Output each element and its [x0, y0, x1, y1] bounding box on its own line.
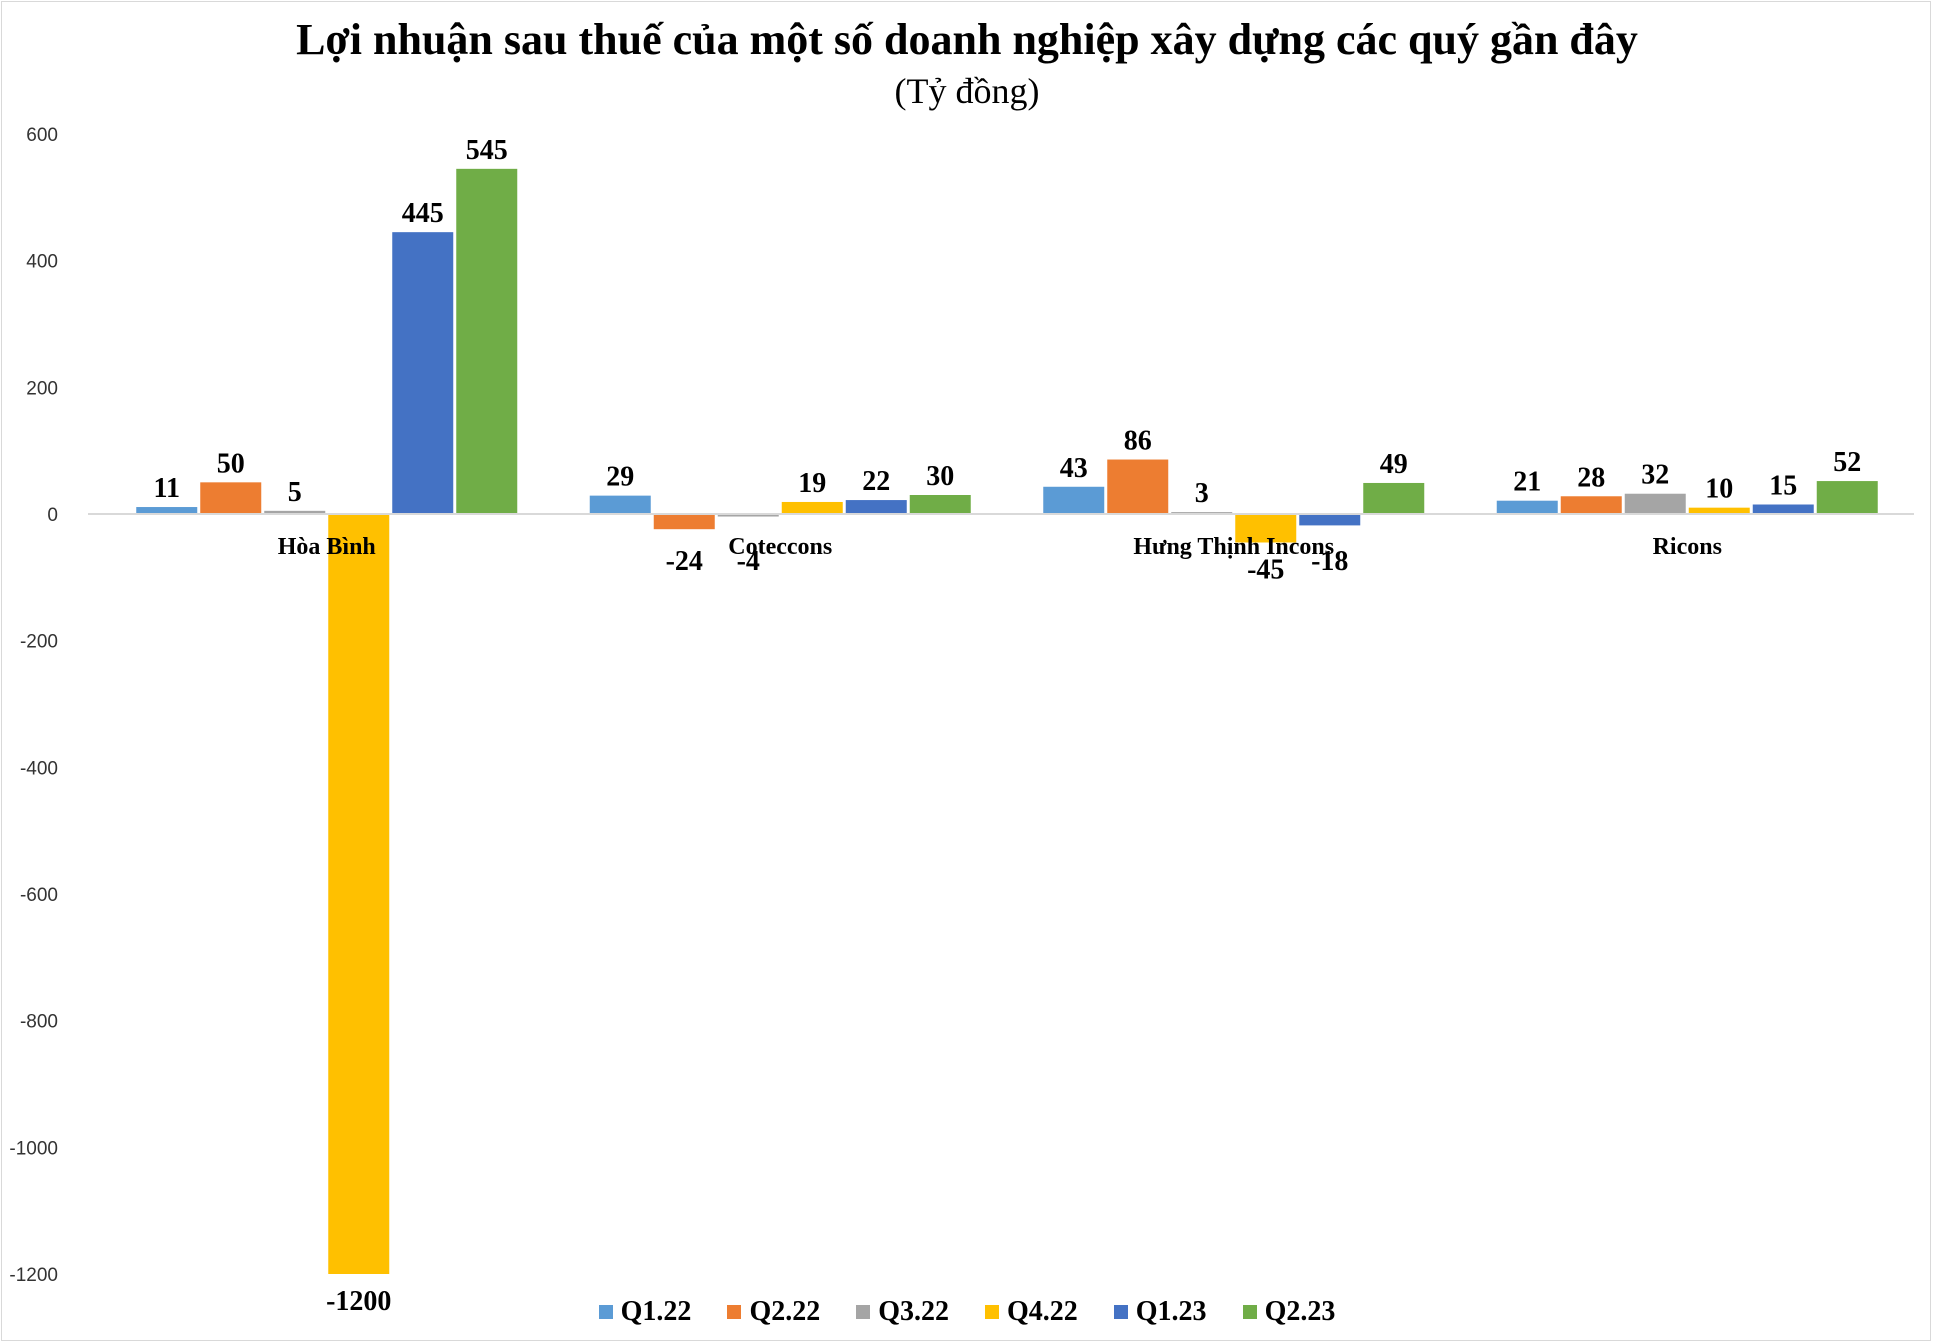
legend-swatch [727, 1305, 742, 1319]
data-label: 50 [217, 448, 245, 479]
legend-label: Q1.22 [620, 1296, 692, 1327]
bar [200, 482, 262, 514]
legend-swatch [1113, 1305, 1128, 1319]
legend-label: Q2.23 [1264, 1296, 1336, 1327]
data-label: 86 [1124, 426, 1152, 457]
bar [653, 514, 715, 530]
bar [1299, 514, 1361, 526]
bar [1496, 500, 1558, 514]
bar [456, 168, 518, 515]
data-label: -45 [1247, 555, 1284, 586]
legend-item: Q4.22 [985, 1296, 1078, 1328]
bar [845, 500, 907, 514]
bar [328, 514, 390, 1274]
data-label: 29 [606, 462, 634, 493]
bar [1235, 514, 1297, 543]
bar [136, 507, 198, 514]
bar [1107, 459, 1169, 514]
category-label: Coteccons [728, 534, 832, 560]
data-label: 28 [1577, 462, 1605, 493]
chart-subtitle: (Tỷ đồng) [894, 71, 1040, 111]
y-tick-label: -1000 [9, 1138, 58, 1159]
bar [1624, 493, 1686, 514]
data-label: 21 [1513, 467, 1541, 498]
legend-label: Q4.22 [1007, 1296, 1078, 1327]
legend-item: Q2.23 [1242, 1296, 1336, 1328]
legend-item: Q2.22 [727, 1296, 820, 1328]
y-tick-label: -800 [20, 1012, 58, 1033]
legend-item: Q1.23 [1113, 1296, 1207, 1328]
data-label: -1200 [326, 1286, 391, 1317]
bar [589, 495, 651, 514]
data-label: -24 [666, 546, 703, 577]
data-label: 49 [1380, 449, 1408, 480]
y-tick-label: -200 [20, 632, 58, 653]
data-label: 445 [402, 198, 444, 229]
data-label: 30 [926, 461, 954, 492]
bar [781, 501, 843, 514]
legend-item: Q1.22 [598, 1296, 692, 1328]
data-label: 52 [1833, 447, 1861, 478]
bar [1363, 482, 1425, 514]
data-label: -4 [737, 546, 760, 577]
chart-title: Lợi nhuận sau thuế của một số doanh nghi… [296, 15, 1638, 64]
data-label: 43 [1060, 453, 1088, 484]
legend-swatch [985, 1305, 999, 1319]
y-tick-label: -400 [20, 758, 58, 779]
chart-legend: Q1.22 Q2.22 Q3.22 Q4.22 Q1.23 Q2.23 [0, 1296, 1934, 1328]
legend-item: Q3.22 [856, 1296, 949, 1328]
category-label: Ricons [1653, 534, 1722, 560]
y-tick-label: 600 [26, 125, 58, 146]
category-label: Hưng Thịnh Incons [1133, 534, 1334, 560]
data-label: -18 [1311, 546, 1348, 577]
legend-swatch [598, 1305, 613, 1319]
bar [1688, 507, 1750, 514]
y-tick-label: -600 [20, 885, 58, 906]
legend-label: Q1.23 [1135, 1296, 1207, 1327]
data-label: 3 [1195, 478, 1209, 509]
bar [1043, 486, 1105, 514]
legend-swatch [1242, 1305, 1257, 1319]
data-label: 10 [1705, 474, 1733, 505]
bar [1816, 481, 1878, 514]
bar [264, 510, 326, 514]
category-label: Hòa Bình [278, 534, 376, 560]
bar [1560, 496, 1622, 514]
data-label: 545 [466, 135, 508, 166]
data-label: 5 [288, 477, 302, 508]
data-label: 32 [1641, 460, 1669, 491]
data-label: 11 [154, 473, 180, 504]
legend-swatch [856, 1305, 871, 1319]
bar [909, 495, 971, 514]
data-label: 19 [798, 468, 826, 499]
y-tick-label: 400 [26, 252, 58, 273]
bar [1752, 504, 1814, 514]
legend-label: Q3.22 [878, 1296, 949, 1327]
bar [717, 514, 779, 517]
y-tick-label: 0 [47, 505, 58, 526]
y-tick-label: -1200 [9, 1265, 58, 1286]
data-label: 22 [862, 466, 890, 497]
legend-label: Q2.22 [749, 1296, 821, 1327]
bar [392, 232, 454, 514]
data-label: 15 [1769, 471, 1797, 502]
y-tick-label: 200 [26, 378, 58, 399]
